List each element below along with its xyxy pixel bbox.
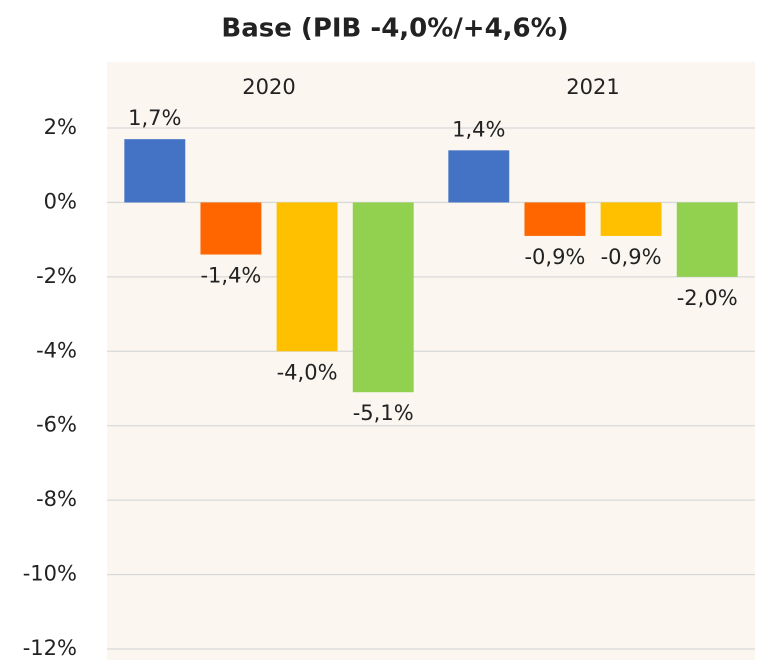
data-label: 1,7% <box>128 106 181 130</box>
category-label: 2021 <box>566 75 619 99</box>
data-label: -1,4% <box>200 264 261 288</box>
y-tick-label: 0% <box>44 189 77 213</box>
bar <box>600 202 662 236</box>
data-label: -0,9% <box>524 245 585 269</box>
category-label: 2020 <box>242 75 295 99</box>
bar <box>676 202 738 277</box>
data-label: -4,0% <box>277 360 338 384</box>
bar <box>276 202 338 352</box>
data-label: -0,9% <box>601 245 662 269</box>
y-tick-label: -2% <box>36 264 77 288</box>
y-tick-label: -10% <box>23 562 77 586</box>
y-tick-label: 2% <box>44 115 77 139</box>
y-tick-label: -6% <box>36 413 77 437</box>
y-tick-label: -4% <box>36 338 77 362</box>
y-tick-label: -12% <box>23 636 77 660</box>
bar <box>524 202 586 236</box>
y-tick-label: -8% <box>36 487 77 511</box>
data-label: 1,4% <box>452 117 505 141</box>
data-label: -2,0% <box>677 286 738 310</box>
data-label: -5,1% <box>353 401 414 425</box>
plot-background <box>107 62 755 660</box>
bar <box>352 202 414 393</box>
bar <box>124 139 186 203</box>
chart-title: Base (PIB -4,0%/+4,6%) <box>221 14 568 44</box>
bar <box>448 150 510 203</box>
bar <box>200 202 262 255</box>
